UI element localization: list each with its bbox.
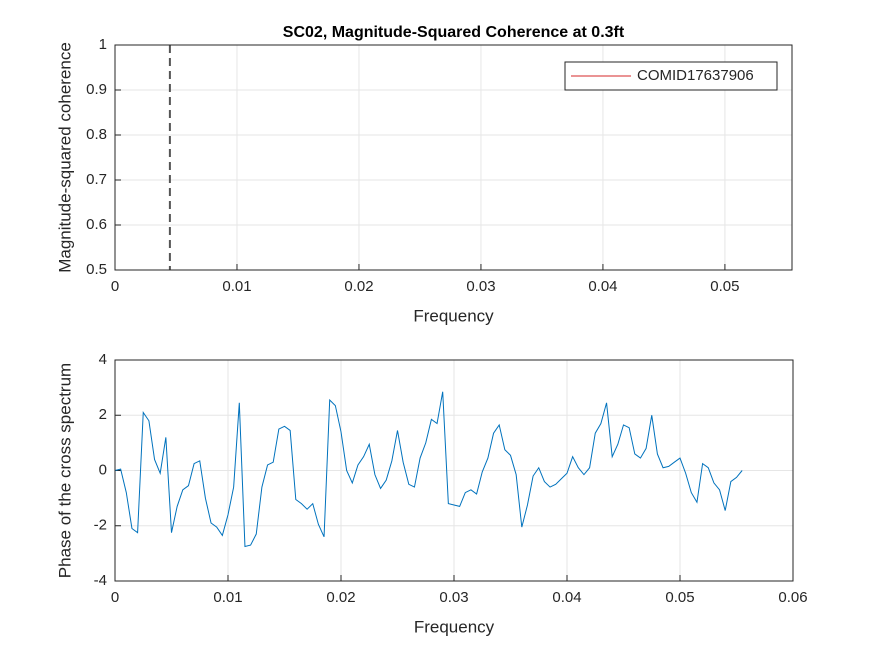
x-tick-label: 0.02	[344, 278, 373, 295]
x-tick-label: 0.01	[213, 589, 242, 606]
legend-label: COMID17637906	[637, 67, 754, 84]
x-tick-label: 0.03	[439, 589, 468, 606]
y-tick-label: 0	[99, 461, 107, 478]
y-axis-label: Phase of the cross spectrum	[55, 363, 74, 578]
y-tick-label: 0.6	[86, 216, 107, 233]
y-tick-label: 2	[99, 406, 107, 423]
axes-box	[114, 359, 794, 582]
y-tick-label: 0.5	[86, 261, 107, 278]
y-tick-label: 1	[99, 36, 107, 53]
y-tick-label: 4	[99, 351, 107, 368]
data-line	[114, 391, 743, 548]
x-tick-label: 0	[111, 278, 119, 295]
x-axis-label: Frequency	[414, 617, 495, 636]
y-tick-label: 0.9	[86, 81, 107, 98]
x-tick-label: 0.03	[466, 278, 495, 295]
y-tick-label: 0.7	[86, 171, 107, 188]
x-axis-label: Frequency	[413, 306, 494, 325]
y-axis-label: Magnitude-squared coherence	[55, 42, 74, 273]
y-tick-label: -2	[94, 517, 107, 534]
x-tick-label: 0.04	[588, 278, 617, 295]
chart-title: SC02, Magnitude-Squared Coherence at 0.3…	[283, 24, 625, 41]
x-tick-label: 0.05	[710, 278, 739, 295]
y-tick-label: 0.8	[86, 126, 107, 143]
axes-box	[114, 44, 793, 271]
x-tick-label: 0.05	[665, 589, 694, 606]
x-tick-label: 0.06	[778, 589, 807, 606]
x-tick-label: 0.04	[552, 589, 581, 606]
y-tick-label: -4	[94, 572, 107, 589]
x-tick-label: 0	[111, 589, 119, 606]
x-tick-label: 0.01	[222, 278, 251, 295]
x-tick-label: 0.02	[326, 589, 355, 606]
